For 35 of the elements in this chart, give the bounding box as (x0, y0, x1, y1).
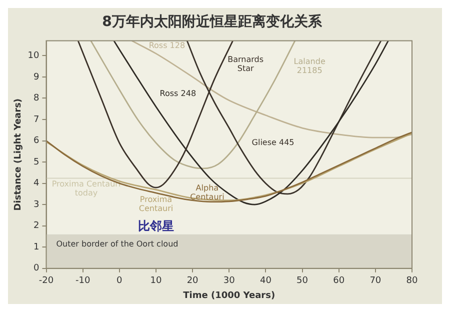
y-tick-label: 6 (34, 136, 40, 146)
series-label: Ross 248 (160, 89, 196, 98)
x-tick-label: 80 (406, 276, 418, 286)
y-tick-label: 5 (34, 157, 40, 168)
series-label: Proxima Centauri (138, 194, 174, 213)
x-tick-label: -20 (38, 276, 54, 286)
x-tick-label: 50 (296, 276, 308, 286)
x-tick-label: 20 (186, 276, 199, 286)
x-tick-label: 30 (223, 276, 236, 286)
series-label: Ross 128 (148, 41, 186, 50)
series-label: Alpha Centauri (190, 184, 224, 202)
y-axis-title: Distance (Light Years) (14, 98, 24, 211)
annotation: 比邻星 (138, 219, 174, 234)
x-tick-label: -10 (75, 276, 90, 286)
y-tick-label: 9 (34, 72, 40, 82)
ref-line-label: Proxima Centauri today (52, 179, 121, 198)
x-tick-label: 60 (333, 276, 345, 286)
chart-title: 8万年内太阳附近恒星距离变化关系 (102, 13, 323, 30)
y-tick-label: 0 (34, 264, 40, 274)
y-tick-label: 7 (34, 114, 40, 125)
y-tick-label: 10 (28, 51, 40, 62)
x-axis-title: Time (1000 Years) (183, 290, 276, 301)
y-tick-label: 3 (34, 200, 40, 210)
x-tick-label: 40 (260, 276, 272, 286)
y-tick-label: 2 (34, 221, 40, 232)
x-tick-label: 70 (370, 276, 382, 286)
y-tick-label: 4 (34, 178, 40, 189)
series-label: Gliese 445 (252, 138, 294, 147)
band-label: Outer border of the Oort cloud (56, 239, 178, 248)
series-label: Lalande 21185 (294, 57, 326, 76)
y-tick-label: 1 (34, 242, 40, 252)
x-tick-label: 0 (116, 276, 123, 286)
x-tick-label: 10 (150, 276, 162, 286)
y-tick-label: 8 (34, 94, 40, 104)
series-label: Barnards Star (228, 55, 264, 74)
